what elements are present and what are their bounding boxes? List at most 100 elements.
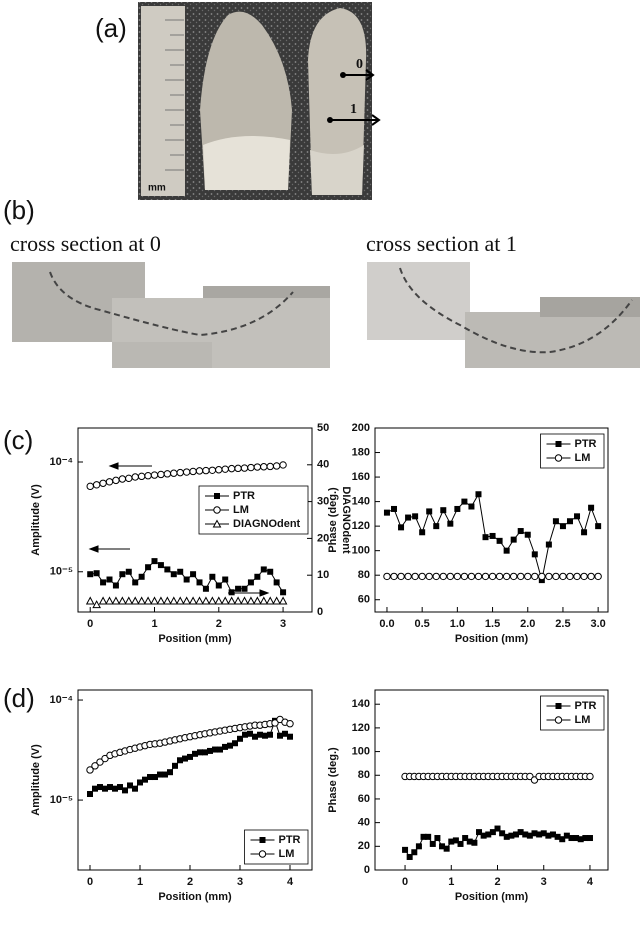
section-title: cross section at 1 (366, 231, 517, 256)
marker (97, 784, 103, 791)
marker (522, 831, 529, 838)
marker (118, 596, 127, 605)
x-tick-label: 3 (237, 876, 243, 888)
marker (220, 596, 230, 605)
x-tick-label: 3 (280, 618, 286, 630)
marker (152, 774, 158, 781)
marker (524, 572, 532, 581)
marker (175, 596, 185, 605)
marker (163, 470, 172, 478)
marker (531, 551, 538, 558)
y-tick-label: 200 (352, 422, 370, 434)
marker (227, 596, 236, 605)
marker (132, 579, 139, 586)
marker (252, 733, 258, 740)
marker (489, 532, 496, 539)
marker (233, 596, 243, 605)
marker (383, 509, 390, 516)
marker (559, 523, 566, 530)
marker (177, 757, 183, 764)
marker (568, 835, 575, 842)
marker (221, 465, 229, 473)
x-axis-label: Position (mm) (455, 633, 529, 645)
legend-label: LM (233, 504, 249, 516)
marker (86, 482, 94, 491)
marker (164, 566, 171, 573)
marker (183, 576, 190, 583)
marker (531, 830, 538, 837)
marker (202, 585, 209, 592)
marker (86, 766, 94, 774)
marker (552, 518, 559, 525)
marker (480, 832, 487, 839)
marker (494, 825, 501, 832)
marker (426, 508, 433, 515)
marker (468, 503, 475, 510)
marker (176, 468, 184, 477)
x-tick-label: 2 (494, 876, 500, 888)
marker (446, 572, 455, 581)
marker (209, 573, 216, 580)
y-tick-label: 10⁻⁵ (50, 794, 73, 806)
x-tick-label: 1 (448, 876, 454, 888)
marker (253, 463, 262, 471)
marker (257, 731, 263, 738)
legend-marker (259, 837, 266, 843)
x-tick-label: 1.0 (450, 618, 465, 630)
marker (545, 541, 552, 548)
marker (207, 747, 213, 754)
marker (93, 570, 100, 577)
marker (188, 596, 198, 605)
marker (228, 589, 235, 596)
y-axis-label: Amplitude (V) (30, 484, 42, 556)
y-axis-label: Amplitude (V) (30, 744, 42, 816)
marker (559, 836, 566, 843)
marker (137, 472, 146, 481)
marker (419, 529, 426, 536)
marker (282, 730, 288, 737)
y-tick-label: 10⁻⁴ (50, 456, 73, 468)
marker (247, 463, 255, 472)
y-tick-label: 140 (352, 496, 370, 508)
plot-frame (77, 689, 313, 871)
marker (92, 481, 101, 489)
marker (132, 785, 138, 792)
marker (99, 479, 107, 487)
marker (196, 579, 203, 586)
marker (513, 831, 520, 838)
section-image (367, 262, 640, 368)
marker (172, 762, 178, 769)
marker (287, 733, 293, 740)
legend-label: LM (279, 848, 295, 860)
marker (195, 467, 204, 475)
legend-label: PTR (279, 834, 301, 846)
marker (227, 464, 236, 473)
marker (201, 596, 211, 605)
marker (217, 746, 223, 753)
marker (549, 831, 556, 838)
marker (222, 743, 228, 750)
legend-label: PTR (575, 700, 597, 712)
marker (425, 833, 432, 840)
marker (240, 464, 249, 472)
marker (538, 572, 546, 581)
marker (588, 504, 595, 511)
y-axis-label: Phase (deg.) (327, 747, 339, 813)
marker (246, 596, 256, 605)
x-tick-label: 2 (216, 618, 222, 630)
marker (402, 846, 409, 853)
marker (137, 596, 146, 605)
marker (156, 596, 166, 605)
legend-marker (258, 850, 267, 858)
y-tick-label: 100 (352, 545, 370, 557)
marker (247, 730, 253, 737)
y-tick-label: 80 (358, 569, 370, 581)
photo-a (138, 2, 381, 200)
marker (481, 572, 490, 581)
marker (279, 461, 287, 469)
marker (214, 596, 224, 605)
y-tick-label: 0 (364, 864, 370, 876)
marker (118, 475, 127, 483)
legend-label: PTR (233, 490, 255, 502)
y2-tick-label: 40 (317, 459, 329, 471)
